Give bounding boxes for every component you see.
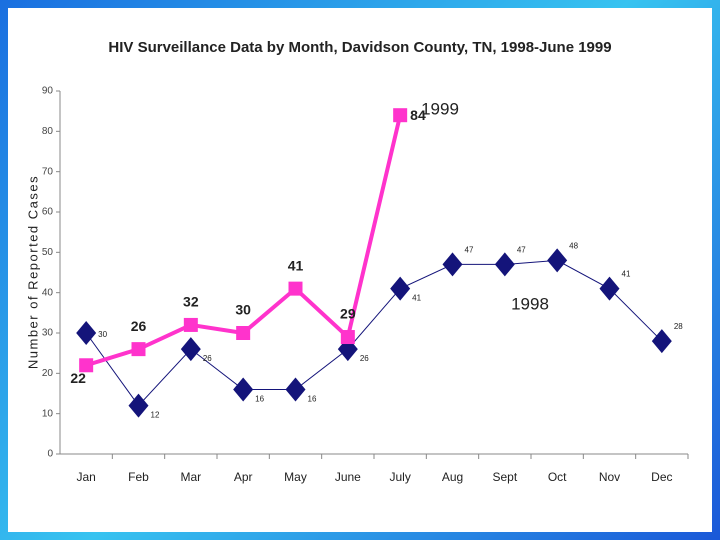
y-tick-label: 80 (42, 126, 54, 137)
y-tick-label: 60 (42, 207, 54, 218)
diamond-marker (442, 252, 463, 277)
y-tick-label: 20 (42, 368, 54, 379)
series-line (85, 259, 663, 407)
y-tick-label: 10 (42, 408, 54, 419)
data-label: 84 (410, 107, 426, 123)
diamond-marker (547, 248, 568, 273)
data-label: 22 (70, 370, 86, 386)
diamond-marker (599, 276, 620, 301)
data-label: 48 (569, 242, 578, 251)
series-name: 1998 (511, 294, 549, 313)
data-label: 47 (465, 246, 474, 255)
square-marker (340, 330, 355, 345)
data-label: 26 (360, 354, 369, 363)
x-tick-label: Mar (180, 470, 201, 484)
data-label: 16 (255, 395, 264, 404)
y-tick-label: 50 (42, 247, 54, 258)
y-tick-label: 30 (42, 328, 54, 339)
y-tick-label: 0 (47, 449, 53, 460)
data-label: 47 (517, 246, 526, 255)
data-label: 32 (183, 294, 199, 310)
diamond-marker (494, 252, 515, 277)
diamond-marker (180, 337, 201, 362)
diamond-marker (128, 393, 149, 418)
diamond-marker (233, 377, 254, 402)
square-marker (131, 342, 146, 357)
data-label: 41 (412, 294, 421, 303)
square-marker (288, 281, 303, 296)
y-tick-label: 70 (42, 166, 54, 177)
data-label: 29 (340, 306, 356, 322)
x-tick-label: Jan (76, 470, 95, 484)
chart-title: HIV Surveillance Data by Month, Davidson… (108, 39, 611, 56)
diamond-marker (76, 321, 97, 345)
data-label: 28 (674, 322, 683, 331)
x-tick-label: May (284, 470, 307, 484)
x-tick-label: Aug (442, 470, 463, 484)
series-name: 1999 (421, 99, 459, 118)
data-label: 16 (308, 395, 317, 404)
slide-panel (8, 8, 712, 532)
data-label: 26 (131, 318, 147, 334)
y-axis-label: Number of Reported Cases (25, 175, 40, 369)
x-tick-label: Dec (651, 470, 672, 484)
y-tick-label: 40 (42, 287, 54, 298)
x-tick-label: Feb (128, 470, 149, 484)
x-tick-label: Oct (548, 470, 567, 484)
data-label: 41 (622, 270, 631, 279)
square-marker (79, 358, 94, 373)
diamond-marker (285, 377, 306, 402)
diamond-marker (651, 329, 672, 354)
square-marker (236, 326, 251, 340)
y-tick-label: 90 (42, 86, 54, 97)
x-tick-label: Nov (599, 470, 620, 484)
x-tick-label: June (335, 470, 361, 484)
diamond-marker (390, 276, 411, 301)
x-tick-label: Apr (234, 470, 253, 484)
square-marker (393, 108, 408, 123)
data-label: 26 (203, 354, 212, 363)
x-tick-label: Sept (492, 470, 517, 484)
x-tick-label: July (389, 470, 410, 484)
square-marker (183, 317, 198, 332)
data-label: 41 (288, 257, 304, 273)
data-label: 30 (235, 302, 251, 318)
data-label: 12 (151, 411, 160, 420)
data-label: 30 (98, 330, 107, 339)
